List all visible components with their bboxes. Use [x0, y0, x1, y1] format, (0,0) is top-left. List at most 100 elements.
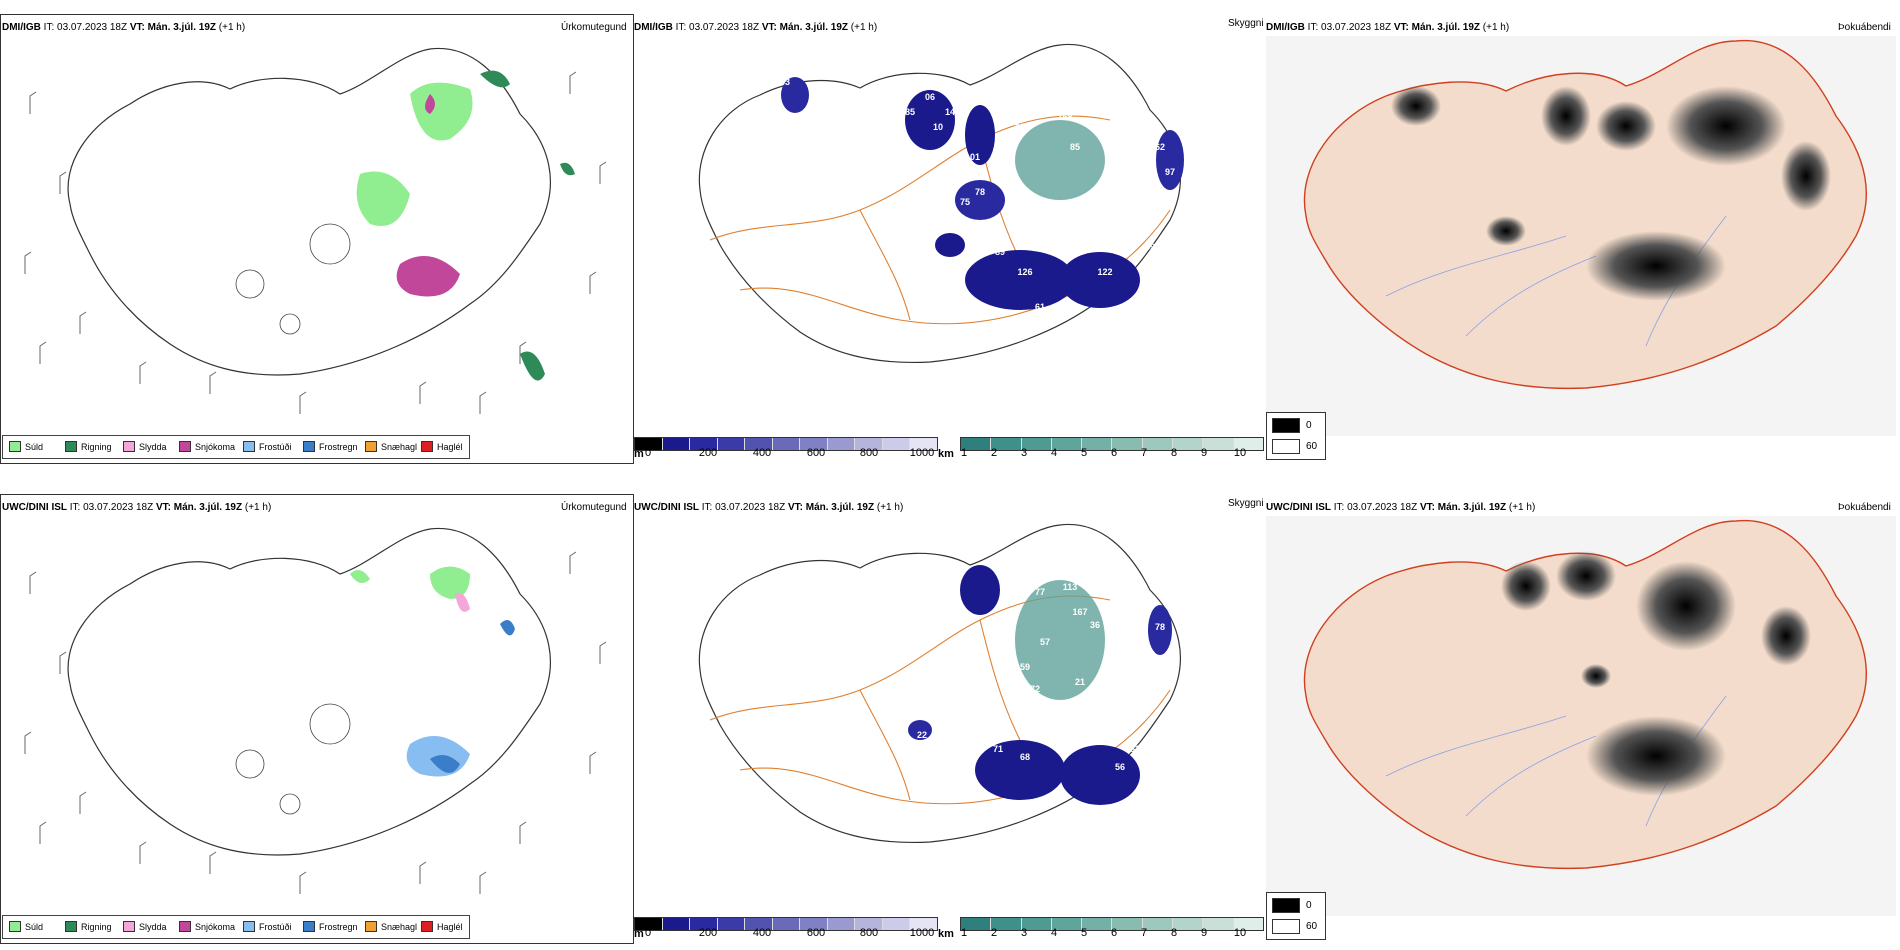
model-name: DMI/IGB — [2, 22, 41, 33]
colorbar-meters — [634, 437, 938, 451]
valid-time: Mán. 3.júl. 19Z — [1437, 502, 1507, 513]
visibility-value-label: 78 — [975, 187, 985, 197]
panel-title: Úrkomutegund — [561, 22, 627, 33]
model-name: DMI/IGB — [1266, 22, 1305, 33]
init-time: 03.07.2023 18Z — [57, 22, 128, 33]
legend-swatch — [123, 921, 135, 932]
panel-title: Skyggni — [1228, 498, 1264, 509]
iceland-map-fog-top — [1266, 36, 1896, 436]
colorbar-unit-km: km — [938, 448, 954, 460]
valid-time: Mán. 3.júl. 19Z — [779, 22, 848, 33]
valid-time: Mán. 3.júl. 19Z — [805, 502, 875, 513]
glaciers — [235, 703, 351, 815]
visibility-value-label: 44 — [935, 197, 945, 207]
visibility-value-label: 89 — [1145, 242, 1155, 252]
visibility-value-label: 97 — [1165, 167, 1175, 177]
iceland-map-visibility-top: 63 90 06 14 85 10 96 00 28 168 67 15 85 62 97 01 78 44 75 5… — [698, 43, 1184, 364]
legend-swatch — [303, 441, 315, 452]
precip-type-legend: Súld Rigning Slydda Snjókoma Frostúði Fr… — [2, 435, 470, 459]
legend-swatch — [179, 921, 191, 932]
visibility-value-label: 59 — [1020, 662, 1030, 672]
visibility-value-label: 00 — [1015, 122, 1025, 132]
visibility-value-label: 67 — [1085, 107, 1095, 117]
visibility-value-label: 61 — [1130, 744, 1140, 754]
legend-swatch — [303, 921, 315, 932]
init-time: 03.07.2023 18Z — [1347, 502, 1418, 513]
init-time: 03.07.2023 18Z — [1321, 22, 1392, 33]
colorbar-km — [960, 917, 1264, 931]
visibility-value-label: 21 — [1075, 677, 1085, 687]
visibility-value-label: 63 — [780, 77, 790, 87]
legend-swatch — [1272, 439, 1300, 454]
precip-areas — [356, 70, 575, 381]
legend-swatch — [421, 441, 433, 452]
panel-header: DMI/IGB IT: 03.07.2023 18Z VT: Mán. 3.jú… — [1266, 22, 1510, 33]
legend-swatch — [1272, 418, 1300, 433]
visibility-value-label: 22 — [917, 730, 927, 740]
lead-time: (+1 h) — [218, 22, 246, 33]
visibility-value-label: 77 — [1035, 587, 1045, 597]
panel-header: DMI/IGB IT: 03.07.2023 18Z VT: Mán. 3.jú… — [634, 22, 878, 33]
visibility-value-label: 168 — [1057, 112, 1072, 122]
legend-swatch — [65, 921, 77, 932]
visibility-value-label: 61 — [1035, 302, 1045, 312]
panel-header: UWC/DINI ISL IT: 03.07.2023 18Z VT: Mán.… — [1266, 502, 1536, 513]
visibility-value-label: 78 — [1050, 237, 1060, 247]
fog-index-legend: 0 60 — [1266, 892, 1326, 940]
iceland-map-fog-bottom — [1266, 516, 1896, 916]
valid-time: Mán. 3.júl. 19Z — [1411, 22, 1480, 33]
visibility-value-label: 01 — [970, 152, 980, 162]
panel-header: UWC/DINI ISL IT: 03.07.2023 18Z VT: Mán.… — [634, 502, 904, 513]
visibility-value-label: 96 — [955, 127, 965, 137]
visibility-value-label: 113 — [1063, 582, 1078, 592]
visibility-value-label: 72 — [1030, 684, 1040, 694]
init-time: 03.07.2023 18Z — [83, 502, 154, 513]
valid-time: Mán. 3.júl. 19Z — [173, 502, 243, 513]
legend-swatch — [421, 921, 433, 932]
iceland-map-precip-bottom — [24, 527, 607, 894]
legend-swatch — [1272, 919, 1300, 934]
visibility-value-label: 62 — [1155, 142, 1165, 152]
lead-time: (+1 h) — [244, 502, 272, 513]
colorbar-unit-km: km — [938, 928, 954, 940]
legend-swatch — [365, 921, 377, 932]
colorbar-km — [960, 437, 1264, 451]
visibility-value-label: 55 — [1025, 202, 1035, 212]
legend-swatch — [1272, 898, 1300, 913]
panel-title: Skyggni — [1228, 18, 1264, 29]
visibility-value-label: 14 — [945, 107, 955, 117]
visibility-value-label: 16 — [1135, 582, 1145, 592]
visibility-value-label: 36 — [1090, 620, 1100, 630]
visibility-value-labels: 63 90 06 14 85 10 96 00 28 168 67 15 85 62 97 01 78 44 75 5… — [780, 77, 1175, 312]
panel-title: Úrkomutegund — [561, 502, 627, 513]
legend-swatch — [9, 921, 21, 932]
model-name: UWC/DINI ISL — [1266, 502, 1331, 513]
precip-type-panel-top — [0, 14, 634, 464]
precip-type-legend: Súld Rigning Slydda Snjókoma Frostúði Fr… — [2, 915, 470, 939]
colorbar-unit-m: m — [634, 448, 644, 460]
valid-time: Mán. 3.júl. 19Z — [147, 22, 216, 33]
visibility-value-label: 126 — [1017, 267, 1032, 277]
visibility-value-label: 15 — [1115, 117, 1125, 127]
fog-areas — [908, 565, 1172, 805]
precip-areas — [350, 566, 515, 777]
legend-swatch — [9, 441, 21, 452]
legend-swatch — [365, 441, 377, 452]
visibility-value-label: 75 — [960, 197, 970, 207]
visibility-value-label: 68 — [1020, 752, 1030, 762]
colorbar-meters — [634, 917, 938, 931]
visibility-value-label: 71 — [993, 744, 1003, 754]
legend-swatch — [123, 441, 135, 452]
legend-swatch — [243, 441, 255, 452]
visibility-value-label: 10 — [1025, 572, 1035, 582]
iceland-coastline — [67, 47, 551, 376]
visibility-value-label: 90 — [965, 627, 975, 637]
fog-index-legend: 0 60 — [1266, 412, 1326, 460]
panel-header: DMI/IGB IT: 03.07.2023 18Z VT: Mán. 3.jú… — [2, 22, 246, 33]
visibility-value-label: 90 — [925, 257, 935, 267]
lead-time: (+1 h) — [1482, 22, 1510, 33]
fog-areas — [781, 77, 1184, 310]
model-name: UWC/DINI ISL — [634, 502, 699, 513]
